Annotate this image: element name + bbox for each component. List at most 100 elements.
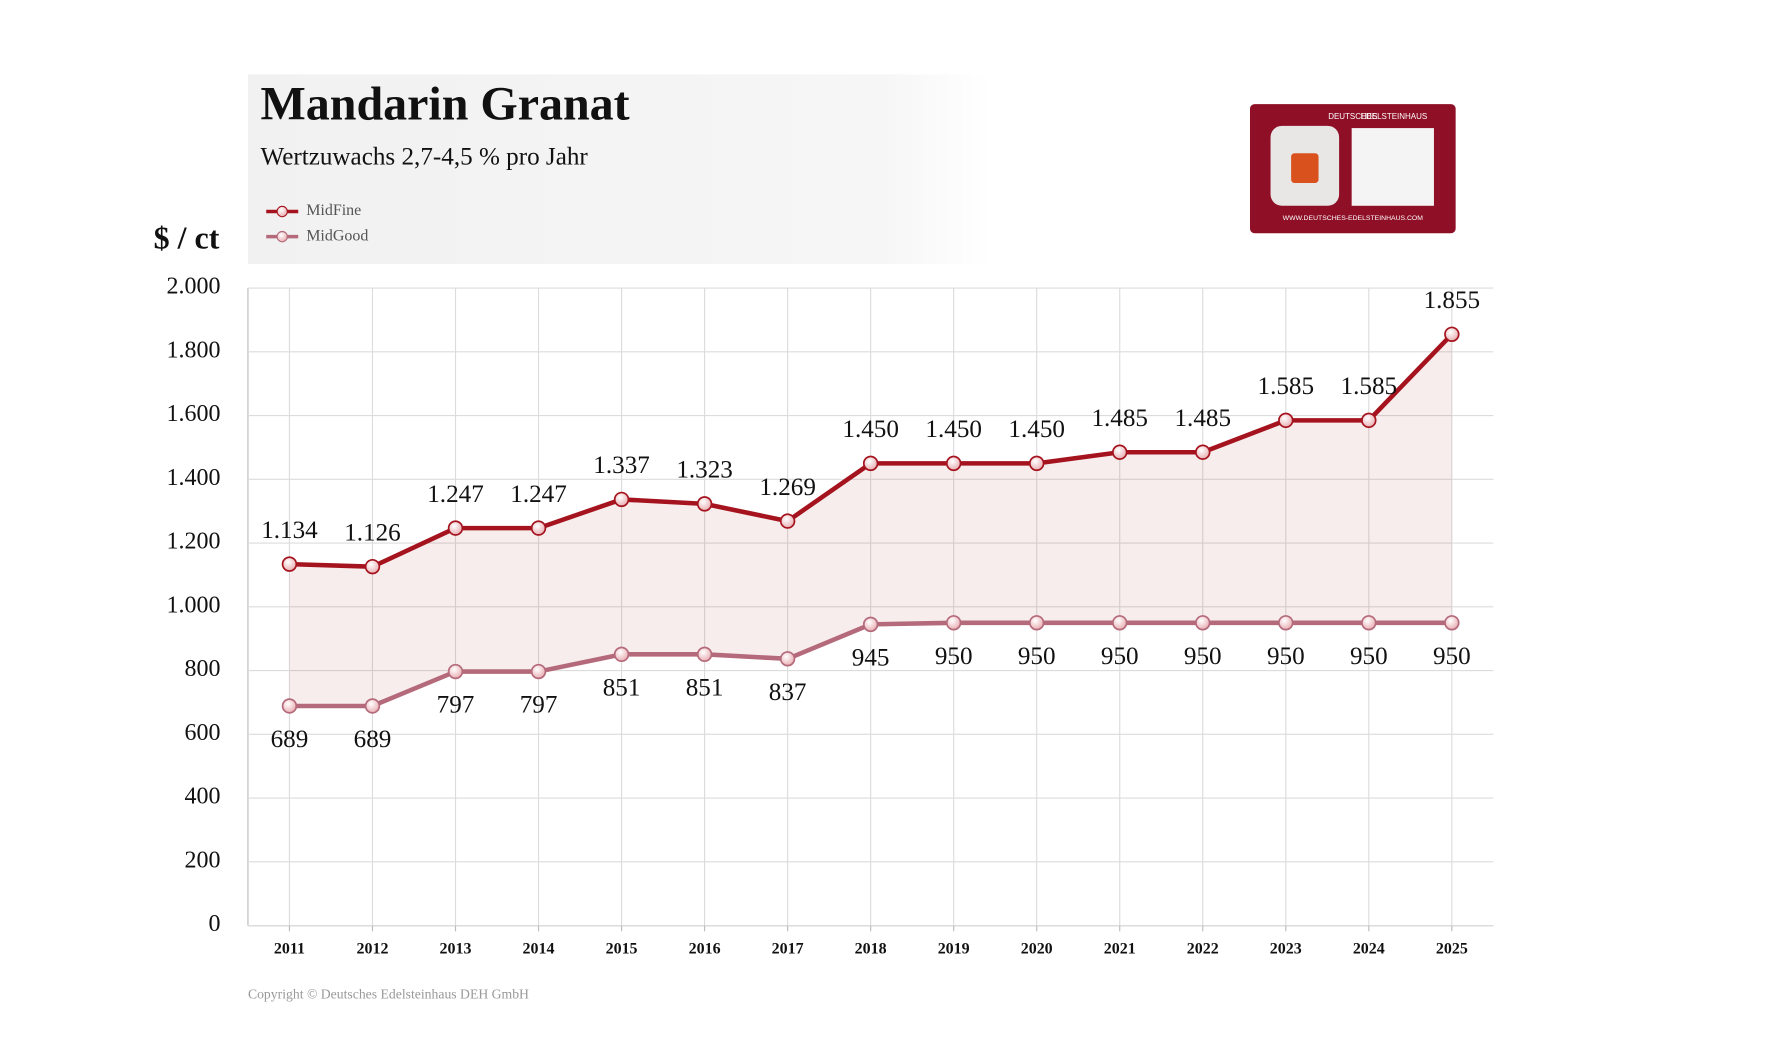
data-label: 1.247 — [510, 481, 567, 508]
data-point — [1444, 615, 1460, 631]
x-tick-label: 2014 — [523, 940, 555, 957]
data-point — [364, 558, 381, 575]
y-tick-label: 1.000 — [167, 592, 221, 618]
data-label: 1.337 — [593, 452, 650, 479]
data-point — [447, 520, 464, 536]
x-tick-label: 2019 — [938, 940, 970, 957]
data-label: 950 — [1101, 643, 1139, 670]
data-point — [1278, 615, 1294, 631]
card-url: WWW.DEUTSCHES-EDELSTEINHAUS.COM — [1283, 215, 1424, 222]
y-tick-label: 0 — [209, 911, 221, 937]
x-tick-label: 2024 — [1353, 940, 1385, 957]
y-tick-label: 200 — [185, 847, 221, 873]
data-label: 1.585 — [1341, 373, 1398, 400]
data-label: 950 — [1018, 643, 1056, 670]
x-tick-label: 2025 — [1436, 940, 1468, 957]
data-label: 950 — [1184, 643, 1222, 670]
data-point — [1112, 444, 1128, 460]
data-label: 689 — [354, 726, 392, 753]
certificate-card: DEUTSCHES EDELSTEINHAUS WWW.DEUTSCHES-ED… — [1249, 104, 1456, 234]
range-band — [289, 334, 1452, 706]
data-label: 851 — [603, 675, 641, 702]
legend-marker — [276, 205, 288, 218]
data-point — [281, 698, 298, 714]
x-tick-label: 2016 — [689, 940, 721, 957]
data-point — [1028, 615, 1045, 631]
data-point — [613, 646, 630, 663]
x-tick-label: 2021 — [1104, 940, 1136, 957]
data-label: 1.585 — [1258, 373, 1315, 400]
data-point — [1195, 615, 1211, 631]
y-tick-label: 800 — [185, 656, 221, 682]
data-label: 1.126 — [344, 519, 401, 546]
y-tick-label: 2.000 — [167, 274, 221, 300]
data-point — [945, 455, 962, 472]
legend-label: MidFine — [306, 202, 361, 219]
x-tick-label: 2015 — [606, 940, 638, 957]
data-point — [862, 455, 879, 472]
data-point — [364, 698, 381, 714]
data-label: 1.247 — [427, 481, 484, 508]
x-tick-label: 2022 — [1187, 940, 1219, 957]
data-point — [530, 663, 547, 680]
x-tick-label: 2018 — [855, 940, 887, 957]
data-point — [530, 520, 547, 536]
x-tick-label: 2012 — [356, 940, 388, 957]
data-label: 1.134 — [261, 517, 318, 544]
data-label: 950 — [935, 643, 973, 670]
x-tick-label: 2023 — [1270, 940, 1302, 957]
x-tick-label: 2013 — [440, 940, 472, 957]
y-tick-label: 600 — [185, 720, 221, 746]
data-label: 945 — [852, 645, 890, 672]
gem — [1291, 153, 1319, 183]
data-point — [696, 646, 713, 663]
y-axis-label: $ / ct — [154, 220, 220, 256]
data-point — [862, 616, 879, 633]
data-point — [1444, 326, 1460, 342]
chart-subtitle: Wertzuwachs 2,7-4,5 % pro Jahr — [261, 144, 589, 171]
data-label: 1.450 — [925, 416, 982, 443]
data-point — [779, 651, 796, 667]
data-label: 797 — [520, 692, 558, 719]
data-label: 1.269 — [759, 474, 816, 501]
data-label: 1.323 — [676, 457, 733, 484]
data-label: 950 — [1267, 643, 1305, 670]
data-label: 1.485 — [1091, 405, 1148, 432]
data-label: 950 — [1433, 643, 1471, 670]
legend-label: MidGood — [306, 227, 368, 244]
data-label: 797 — [437, 692, 475, 719]
data-label: 1.855 — [1424, 287, 1481, 314]
y-tick-label: 1.800 — [167, 337, 221, 363]
copyright: Copyright © Deutsches Edelsteinhaus DEH … — [248, 986, 529, 1001]
y-tick-label: 1.400 — [167, 465, 221, 491]
data-point — [945, 615, 962, 631]
data-label: 950 — [1350, 643, 1388, 670]
y-tick-label: 1.200 — [167, 529, 221, 555]
card-brand-bold: DEUTSCHES — [1328, 112, 1377, 121]
chart-title: Mandarin Granat — [261, 78, 630, 131]
x-tick-label: 2020 — [1021, 940, 1053, 957]
data-point — [1112, 615, 1128, 631]
data-point — [1195, 444, 1211, 460]
data-label: 837 — [769, 679, 807, 706]
data-point — [1361, 412, 1377, 429]
data-point — [779, 513, 796, 529]
data-label: 689 — [271, 726, 309, 753]
data-point — [281, 556, 298, 572]
data-label: 851 — [686, 675, 724, 702]
card-brand: EDELSTEINHAUS — [1361, 112, 1428, 121]
data-point — [1028, 455, 1045, 472]
data-label: 1.485 — [1174, 405, 1231, 432]
y-tick-label: 400 — [185, 784, 221, 810]
data-point — [447, 663, 464, 680]
data-point — [696, 496, 713, 512]
data-point — [1361, 615, 1377, 631]
data-label: 1.450 — [1008, 416, 1065, 443]
legend-marker — [276, 230, 288, 243]
card-info — [1351, 128, 1434, 206]
y-tick-label: 1.600 — [167, 401, 221, 427]
data-point — [613, 491, 630, 508]
data-point — [1278, 412, 1294, 429]
